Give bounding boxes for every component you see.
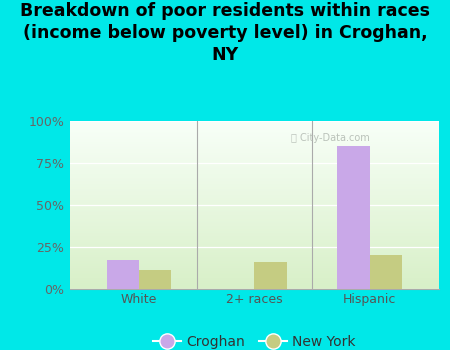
Bar: [338, 146, 369, 289]
Legend: Croghan, New York: Croghan, New York: [147, 329, 361, 350]
Text: Breakdown of poor residents within races
(income below poverty level) in Croghan: Breakdown of poor residents within races…: [20, 2, 430, 64]
Bar: [369, 255, 402, 289]
Bar: [254, 262, 287, 289]
Bar: [139, 270, 171, 289]
Text: ⓘ City-Data.com: ⓘ City-Data.com: [291, 133, 370, 142]
Bar: [107, 260, 139, 289]
